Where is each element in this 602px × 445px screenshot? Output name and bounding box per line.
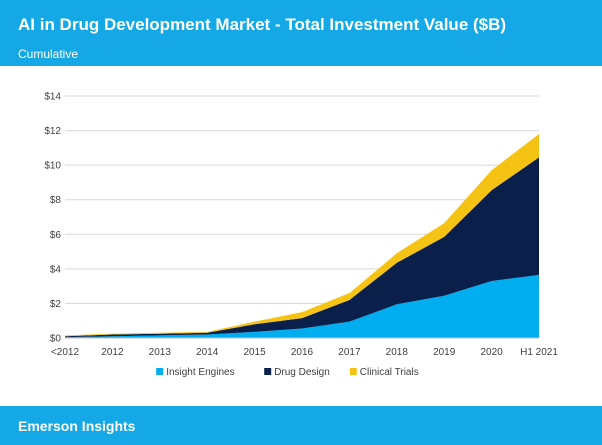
y-tick-label: $6 [50,230,62,241]
x-tick-label: 2012 [101,347,124,358]
x-tick-label: 2020 [480,347,503,358]
legend-label: Insight Engines [166,367,234,378]
chart-subtitle: Cumulative [18,47,79,61]
footer-bar: Emerson Insights [0,406,602,445]
x-tick-label: <2012 [51,347,80,358]
area-chart: $0 $2 $4 $6 $8 $10 $12 $14 <2012 2012 2013 2014 2015… [44,92,558,379]
x-tick-label: H1 2021 [520,347,558,358]
y-tick-label: $8 [50,195,62,206]
legend-swatch [264,368,272,375]
legend-label: Clinical Trials [360,367,419,378]
x-tick-label: 2017 [338,347,361,358]
y-tick-label: $4 [50,264,62,275]
y-tick-label: $0 [50,334,62,345]
x-tick-label: 2013 [149,347,172,358]
x-tick-label: 2018 [386,347,409,358]
legend-swatch [156,368,164,375]
y-tick-label: $10 [44,161,61,172]
x-tick-label: 2016 [291,347,314,358]
legend-label: Drug Design [274,367,330,378]
chart-panel: $0 $2 $4 $6 $8 $10 $12 $14 <2012 2012 2013 2014 2015… [5,66,597,406]
x-tick-label: 2015 [243,347,266,358]
area-clinical-trials [65,134,539,337]
area-insight-engines [65,274,539,338]
chart-title: AI in Drug Development Market - Total In… [18,15,507,34]
area-drug-design [65,157,539,338]
y-tick-label: $2 [50,299,62,310]
x-tick-label: 2014 [196,347,219,358]
y-tick-label: $14 [44,92,61,103]
y-tick-label: $12 [44,126,61,137]
legend-swatch [349,368,357,375]
title-bar: AI in Drug Development Market - Total In… [0,0,602,66]
x-tick-label: 2019 [433,347,456,358]
brand-name: Emerson Insights [18,418,136,434]
